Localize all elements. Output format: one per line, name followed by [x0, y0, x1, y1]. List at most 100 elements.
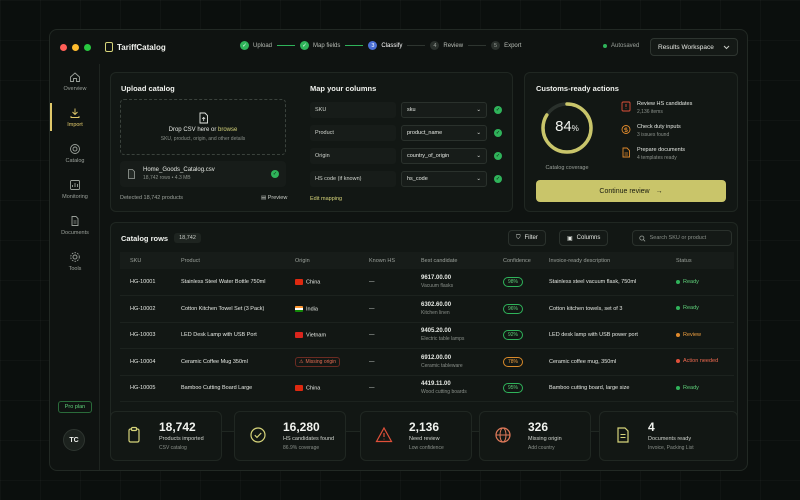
step-upload[interactable]: ✓ Upload — [240, 41, 272, 50]
chevron-down-icon: ⌄ — [476, 153, 481, 159]
candidate-cell: 4419.11.00 Wood cutting boards — [411, 375, 493, 402]
stat-hs-candidates: 16,280 HS candidates found 86.9% coverag… — [234, 411, 346, 461]
catalog-search[interactable] — [632, 230, 732, 246]
action-review-hs[interactable]: Review HS candidates 2,136 items — [621, 101, 692, 115]
column-header[interactable]: Best candidate — [411, 252, 493, 269]
confidence-badge: 92% — [503, 330, 524, 341]
file-info: Home_Goods_Catalog.csv 18,742 rows • 4.3… — [143, 167, 215, 181]
continue-review-button[interactable]: Continue review → — [536, 180, 726, 202]
column-select[interactable]: product_name ⌄ — [401, 125, 487, 141]
document-icon — [622, 147, 630, 158]
coverage-gauge — [541, 102, 593, 154]
stat-value: 4 — [648, 420, 655, 434]
step-connector — [277, 45, 296, 46]
column-header[interactable]: SKU — [120, 252, 171, 269]
columns-icon: ▣ — [567, 235, 573, 242]
stat-sub: Invoice, Packing List — [648, 445, 694, 451]
catalog-table: SKU Product Origin Known HS Best candida… — [120, 252, 734, 402]
status-badge: Review — [676, 332, 701, 338]
file-meta: 18,742 rows • 4.3 MB — [143, 175, 191, 181]
known-hs-cell: — — [359, 322, 411, 349]
missing-origin-badge[interactable]: ⚠ Missing origin — [295, 356, 341, 367]
stat-value: 2,136 — [409, 420, 440, 434]
step-connector — [407, 45, 426, 46]
minimize-window-button[interactable] — [72, 43, 79, 51]
preview-button[interactable]: ▤ Preview — [261, 195, 287, 201]
vietnam-flag-icon — [295, 332, 303, 339]
column-header[interactable]: Status — [666, 252, 734, 269]
column-header[interactable]: Origin — [285, 252, 359, 269]
sidebar-item-overview[interactable]: Overview — [50, 71, 100, 92]
sidebar-item-documents[interactable]: Documents — [50, 215, 100, 236]
column-header[interactable]: Known HS — [359, 252, 411, 269]
csv-dropzone[interactable]: Drop CSV here or browse SKU, product, or… — [120, 99, 286, 155]
plan-badge[interactable]: Pro plan — [58, 401, 92, 413]
sidebar-item-import[interactable]: Import — [50, 103, 100, 131]
candidate-code: 6912.00.00 — [421, 354, 452, 361]
candidate-cell: 6912.00.00 Ceramic tableware — [411, 348, 493, 376]
search-input[interactable] — [649, 235, 725, 241]
origin-text: Vietnam — [306, 332, 327, 339]
table-row[interactable]: HG-10004 Ceramic Coffee Mug 350ml ⚠ Missi… — [120, 348, 734, 376]
stat-sub: Low confidence — [409, 445, 444, 451]
action-check-duty[interactable]: Check duty inputs 3 issues found — [621, 124, 681, 138]
workspace-select[interactable]: Results Workspace — [650, 38, 738, 56]
uploaded-file[interactable]: Home_Goods_Catalog.csv 18,742 rows • 4.3… — [120, 161, 286, 187]
catalog-header: Catalog rows 18,742 — [121, 233, 201, 243]
avatar[interactable]: TC — [63, 429, 85, 451]
sidebar-item-monitoring[interactable]: Monitoring — [50, 179, 100, 200]
browse-link[interactable]: browse — [218, 127, 238, 133]
status-badge: Action needed — [676, 358, 718, 364]
step-export[interactable]: 5 Export — [491, 41, 521, 50]
known-hs-cell: — — [359, 269, 411, 296]
step-classify[interactable]: 3 Classify — [368, 41, 402, 50]
close-window-button[interactable] — [60, 43, 67, 51]
column-select[interactable]: sku ⌄ — [401, 102, 487, 118]
action-text: Prepare documents 4 templates ready — [637, 147, 685, 161]
column-header[interactable]: Product — [171, 252, 285, 269]
upload-title: Upload catalog — [121, 84, 175, 93]
step-map-fields[interactable]: ✓ Map fields — [300, 41, 340, 50]
column-select[interactable]: country_of_origin ⌄ — [401, 148, 487, 164]
column-select[interactable]: hs_code ⌄ — [401, 171, 487, 187]
column-header[interactable]: Invoice-ready description — [539, 252, 666, 269]
autosave-indicator: Autosaved — [603, 43, 639, 49]
column-header[interactable]: Confidence — [493, 252, 539, 269]
monitoring-icon — [70, 180, 80, 190]
sku-cell: HG-10004 — [120, 348, 171, 376]
sidebar: Overview Import Catalog Monitoring Docum… — [50, 64, 100, 470]
filter-label: Filter — [524, 235, 538, 241]
origin-cell: Vietnam — [285, 322, 359, 349]
table-row[interactable]: HG-10001 Stainless Steel Water Bottle 75… — [120, 269, 734, 296]
step-label: Classify — [381, 42, 403, 49]
step-label: Map fields — [313, 42, 341, 49]
confidence-cell: 78% — [493, 348, 539, 376]
confidence-cell: 92% — [493, 322, 539, 349]
sidebar-item-tools[interactable]: Tools — [50, 251, 100, 272]
globe-icon — [495, 427, 511, 443]
step-number: 5 — [491, 41, 501, 50]
filter-button[interactable]: ⛉ Filter — [508, 230, 546, 246]
check-icon: ✓ — [240, 41, 249, 50]
detected-count: Detected 18,742 products — [120, 195, 183, 201]
status-cell: Ready — [666, 375, 734, 402]
sidebar-item-catalog[interactable]: Catalog — [50, 143, 100, 164]
origin-cell: China — [285, 375, 359, 402]
status-dot — [676, 385, 680, 390]
status-text: Ready — [683, 305, 699, 312]
table-row[interactable]: HG-10005 Bamboo Cutting Board Large Chin… — [120, 375, 734, 402]
action-prepare-docs[interactable]: Prepare documents 4 templates ready — [621, 147, 685, 161]
table-row[interactable]: HG-10003 LED Desk Lamp with USB Port Vie… — [120, 322, 734, 349]
file-icon — [128, 169, 135, 179]
gear-icon — [70, 252, 80, 262]
columns-button[interactable]: ▣ Columns — [559, 230, 609, 246]
step-review[interactable]: 4 Review — [430, 41, 463, 50]
table-row[interactable]: HG-10002 Cotton Kitchen Towel Set (3 Pac… — [120, 295, 734, 323]
edit-mapping-link[interactable]: Edit mapping — [310, 196, 343, 202]
logo-icon — [105, 42, 113, 52]
maximize-window-button[interactable] — [84, 43, 91, 51]
confidence-cell: 98% — [493, 269, 539, 296]
sku-cell: HG-10003 — [120, 322, 171, 349]
chevron-down-icon: ⌄ — [476, 176, 481, 182]
field-label: SKU — [310, 102, 396, 118]
